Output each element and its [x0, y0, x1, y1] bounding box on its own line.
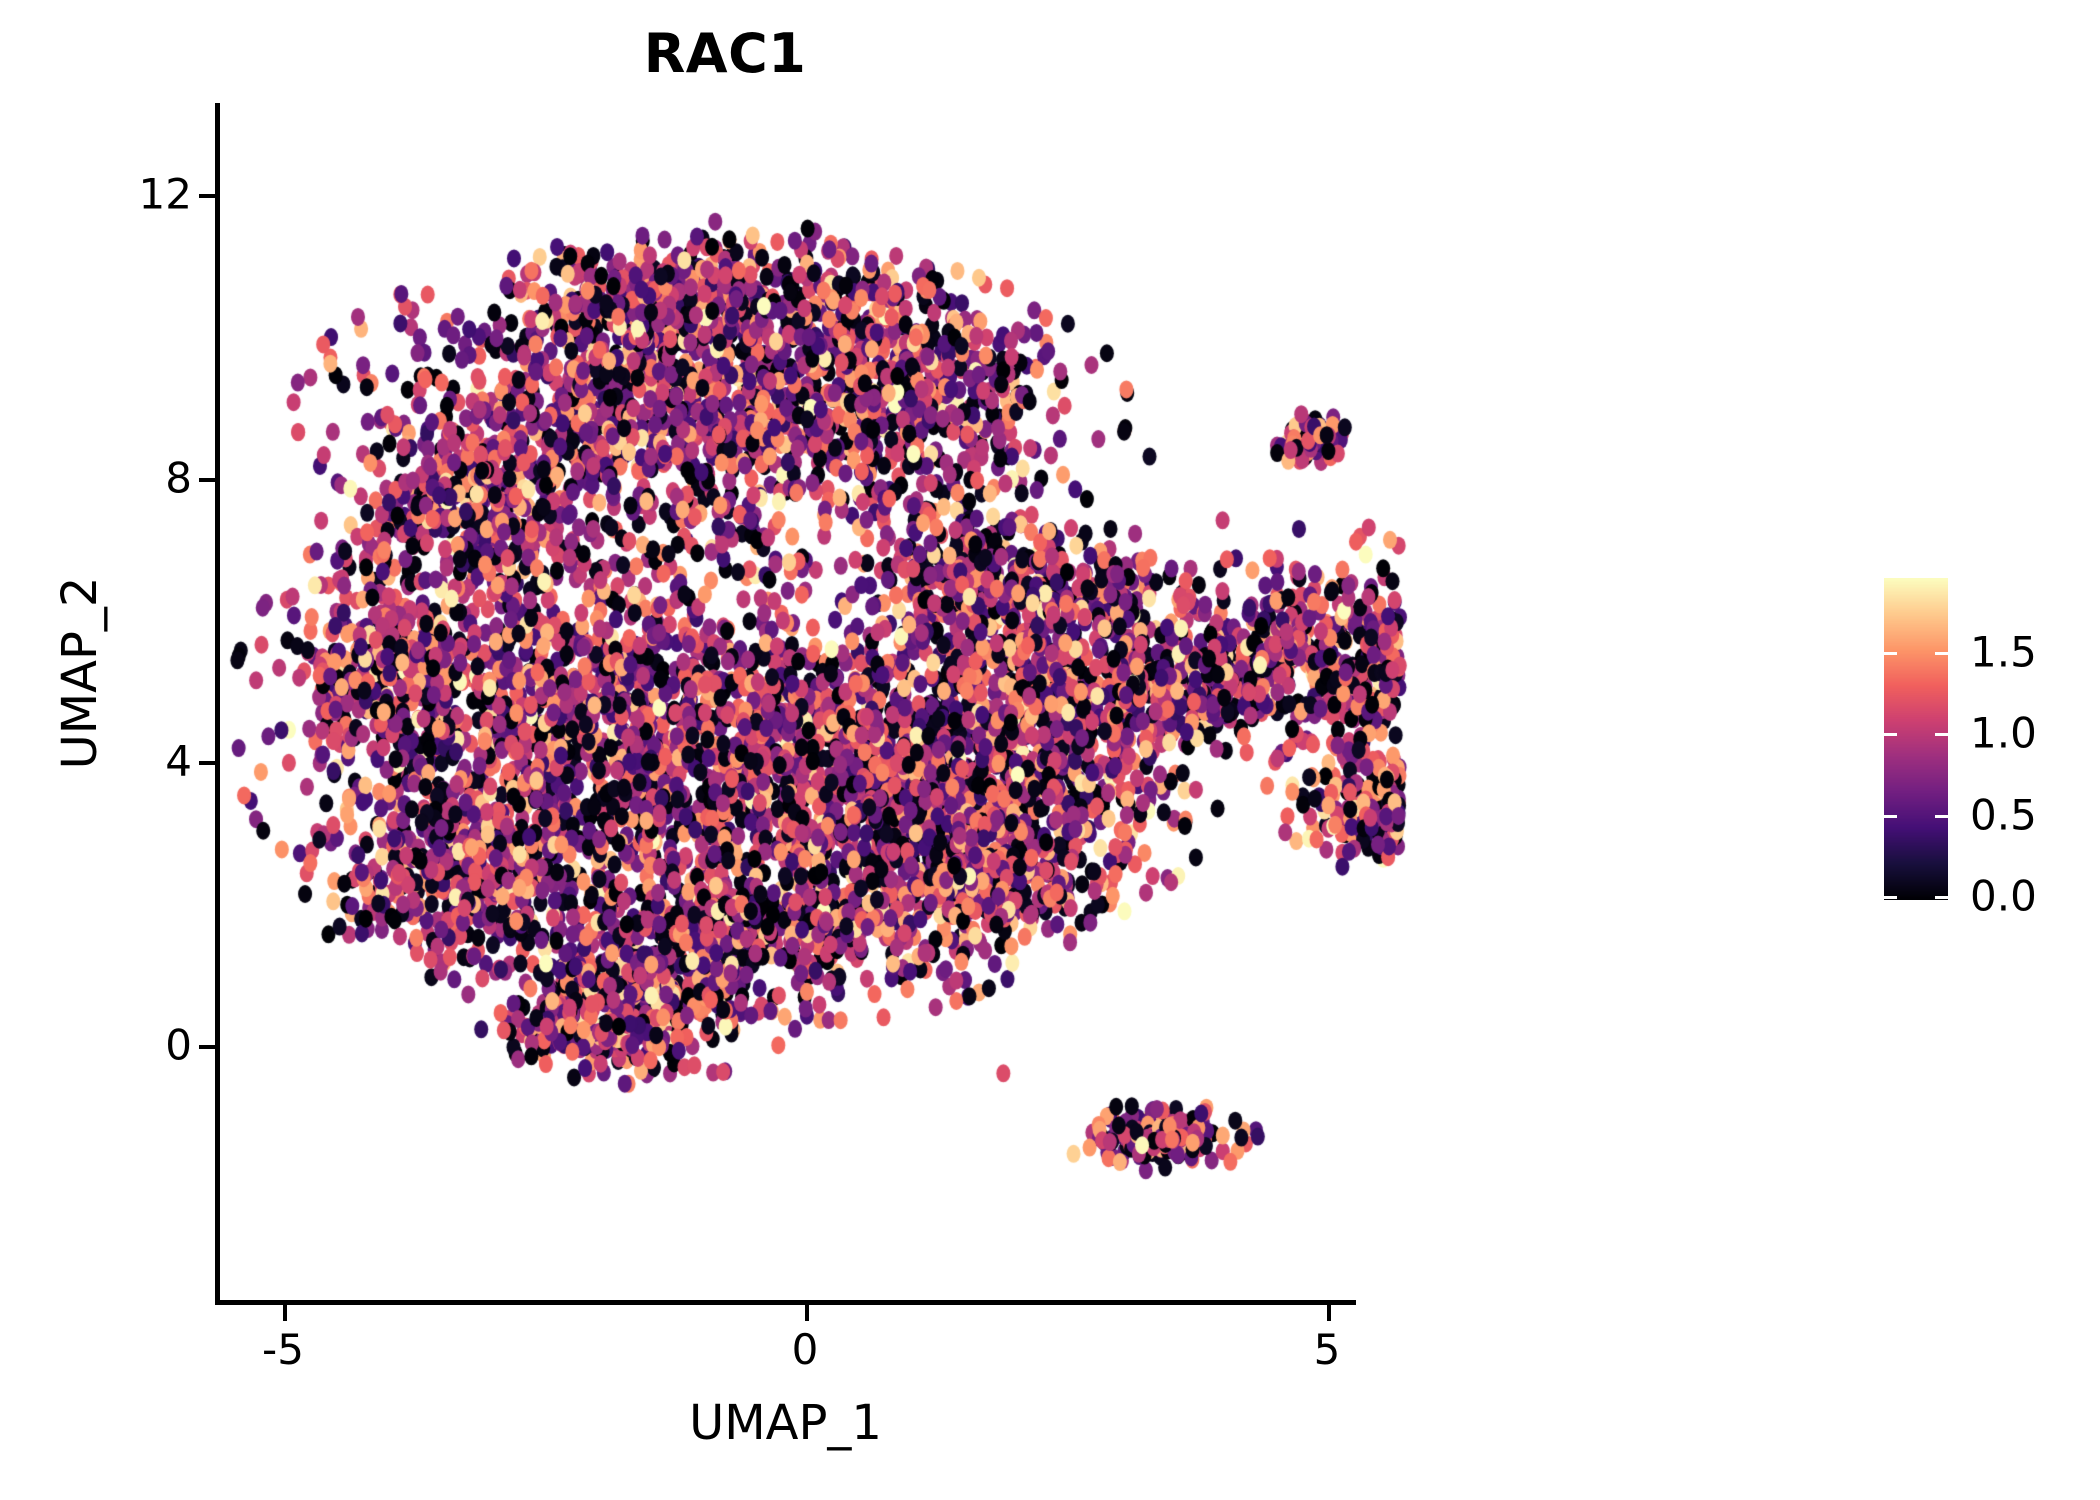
- y-axis-title: UMAP_2: [52, 576, 108, 770]
- colorbar-label-0p5: 0.5: [1970, 790, 2037, 840]
- colorbar: 1.5 1.0 0.5 0.0: [1884, 578, 2037, 921]
- y-tick-mark-12: [199, 194, 215, 198]
- colorbar-tick-0p0-right: [1935, 896, 1948, 899]
- y-tick-label-0: 0: [165, 1020, 192, 1070]
- colorbar-tick-1p5-left: [1884, 652, 1897, 655]
- colorbar-tick-1p0-left: [1884, 733, 1897, 736]
- x-tick-label-0: 0: [791, 1325, 819, 1374]
- colorbar-label-1p0: 1.0: [1970, 708, 2037, 758]
- y-tick-label-4: 4: [165, 736, 192, 786]
- x-tick-label-minus5: -5: [262, 1325, 304, 1374]
- colorbar-label-1p5: 1.5: [1970, 627, 2037, 677]
- y-tick-mark-0: [199, 1045, 215, 1049]
- colorbar-tick-1p0-right: [1935, 733, 1948, 736]
- colorbar-tick-1p5-right: [1935, 652, 1948, 655]
- y-tick-mark-4: [199, 761, 215, 765]
- colorbar-gradient: [1884, 578, 1948, 900]
- colorbar-tick-0p5-right: [1935, 815, 1948, 818]
- x-tick-mark-5: [1327, 1305, 1331, 1321]
- y-tick-mark-8: [199, 478, 215, 482]
- x-tick-mark-0: [805, 1305, 809, 1321]
- x-axis-spine: [215, 1300, 1356, 1305]
- x-axis-title: UMAP_1: [689, 1395, 882, 1451]
- colorbar-tick-0p5-left: [1884, 815, 1897, 818]
- y-tick-label-8: 8: [165, 453, 192, 503]
- colorbar-tick-0p0-left: [1884, 896, 1897, 899]
- y-axis-spine: [215, 103, 220, 1305]
- x-tick-label-5: 5: [1313, 1325, 1341, 1374]
- colorbar-label-0p0: 0.0: [1970, 871, 2037, 921]
- y-tick-label-12: 12: [138, 169, 192, 219]
- x-tick-mark-minus5: [283, 1305, 287, 1321]
